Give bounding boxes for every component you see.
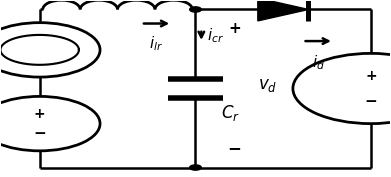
Text: −: − [364, 94, 377, 109]
Polygon shape [258, 0, 308, 21]
Circle shape [190, 165, 201, 170]
Circle shape [190, 7, 201, 12]
Text: $C_r$: $C_r$ [221, 103, 240, 123]
Text: +: + [34, 107, 45, 121]
Text: $i_{lr}$: $i_{lr}$ [149, 34, 163, 53]
Text: −: − [33, 126, 46, 141]
Text: +: + [228, 21, 241, 36]
Text: −: − [228, 139, 241, 157]
Text: $v_d$: $v_d$ [258, 76, 277, 94]
Text: $i_{cr}$: $i_{cr}$ [207, 27, 224, 45]
Text: $i_d$: $i_d$ [312, 53, 325, 72]
Text: +: + [365, 69, 377, 83]
